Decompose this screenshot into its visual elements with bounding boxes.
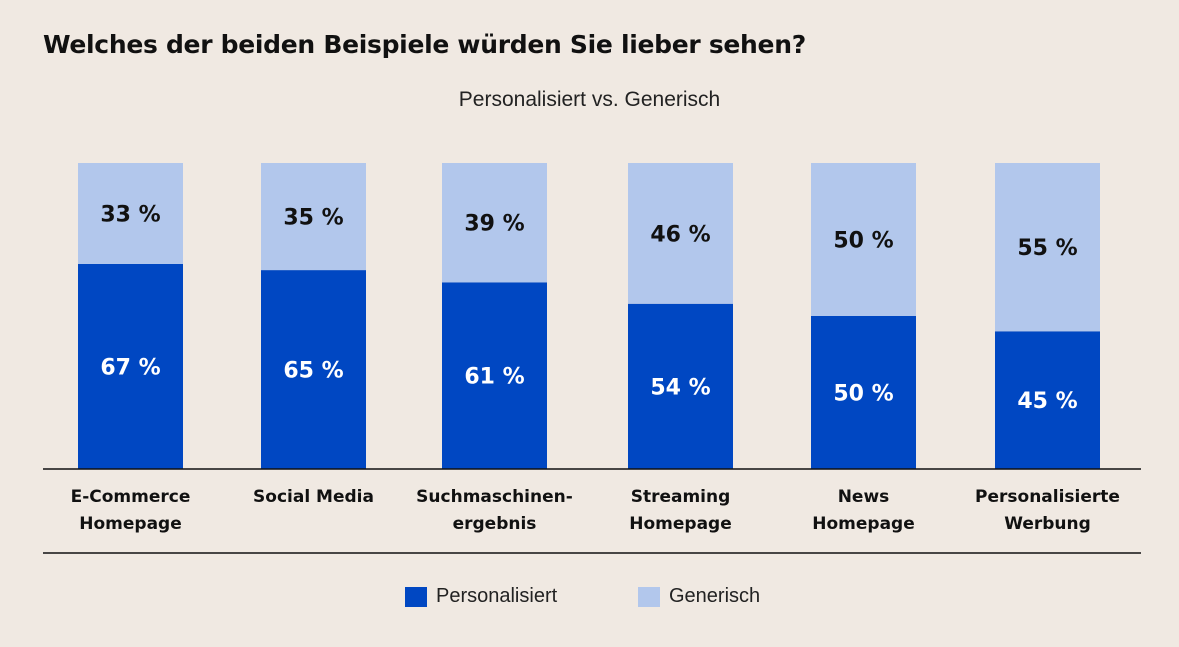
bar-personalisiert-4 [811,316,916,469]
bar-generisch-2 [442,163,547,283]
bar-generisch-4 [811,163,916,316]
data-label: 61 % [464,365,524,390]
bar-generisch-3 [628,163,733,304]
category-label: Suchmaschinen- ergebnis [416,487,573,534]
data-label: 39 % [464,212,524,237]
legend-item-personalisiert: Personalisiert [405,585,557,608]
data-label: 50 % [833,382,893,407]
legend-swatch-personalisiert [405,586,427,607]
legend-item-generisch: Generisch [638,585,760,608]
bar-personalisiert-0 [78,263,183,469]
category-label: Social Media [253,487,374,507]
bar-personalisiert-2 [442,282,547,469]
legend-swatch-generisch [638,586,660,607]
bar-generisch-5 [995,163,1100,332]
data-label: 54 % [650,375,710,400]
data-label: 50 % [833,229,893,254]
chart-title: Welches der beiden Beispiele würden Sie … [43,30,806,59]
data-label: 35 % [283,206,343,231]
bar-personalisiert-5 [995,331,1100,469]
category-label: Streaming Homepage [629,487,732,534]
bar-personalisiert-3 [628,303,733,469]
category-label: Personalisierte Werbung [975,487,1120,534]
bar-personalisiert-1 [261,270,366,469]
legend-label: Generisch [669,585,761,607]
chart-subtitle: Personalisiert vs. Generisch [458,88,721,111]
data-label: 65 % [283,359,343,384]
legend-label: Personalisiert [436,585,558,607]
category-label: E-Commerce Homepage [70,487,191,534]
bar-generisch-1 [261,163,366,271]
data-label: 46 % [650,222,710,247]
data-label: 33 % [100,202,160,227]
data-label: 67 % [100,355,160,380]
bar-generisch-0 [78,163,183,264]
data-label: 45 % [1017,389,1077,414]
data-label: 55 % [1017,236,1077,261]
category-label: News Homepage [812,487,915,534]
